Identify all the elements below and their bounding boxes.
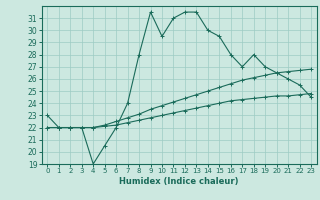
X-axis label: Humidex (Indice chaleur): Humidex (Indice chaleur) xyxy=(119,177,239,186)
